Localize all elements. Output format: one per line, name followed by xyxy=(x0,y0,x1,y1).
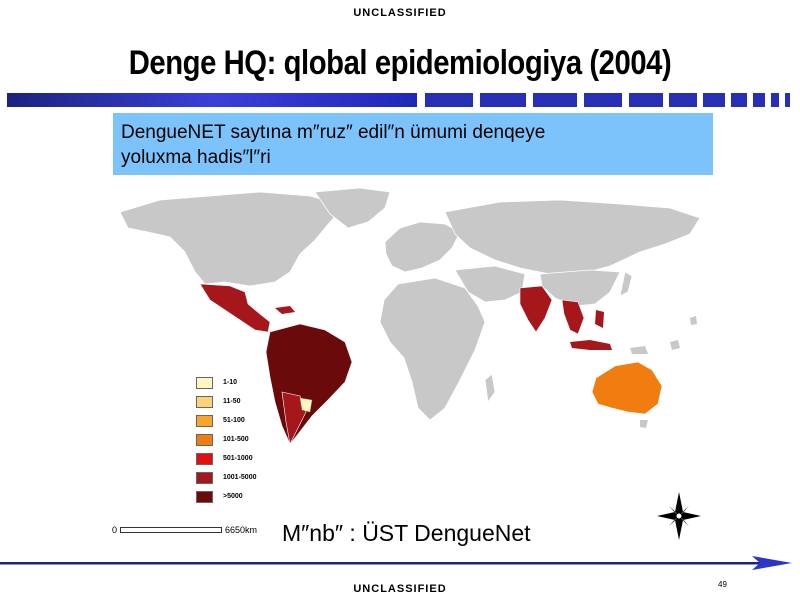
europe xyxy=(384,221,461,273)
world-dengue-map xyxy=(119,187,701,445)
legend-swatch xyxy=(196,471,213,484)
legend-swatch xyxy=(196,452,213,465)
scale-start-label: 0 xyxy=(112,525,118,535)
legend-swatch xyxy=(196,433,213,446)
southeast-asia xyxy=(561,299,585,335)
legend-swatch xyxy=(196,414,213,427)
legend-item: 11-50 xyxy=(196,392,256,411)
legend-swatch xyxy=(196,395,213,408)
footer-line xyxy=(0,556,792,570)
india xyxy=(519,285,553,333)
legend-swatch xyxy=(196,376,213,389)
middle-east xyxy=(454,265,526,303)
indonesia xyxy=(570,340,612,350)
legend-item: 1-10 xyxy=(196,373,256,392)
legend-item: 501-1000 xyxy=(196,449,256,468)
legend-label: >5000 xyxy=(223,493,243,500)
australia xyxy=(591,361,663,415)
madagascar xyxy=(484,373,496,404)
map-legend: 1-10 11-50 51-100 101-500 501-1000 1001-… xyxy=(196,373,256,506)
scale-line xyxy=(120,527,223,533)
caribbean xyxy=(275,306,295,314)
subtitle-line-2: yoluxma hadis″l″ri xyxy=(121,147,271,168)
slide-title: Denge HQ: qlobal epidemiologiya (2004) xyxy=(128,44,672,82)
scale-end-label: 6650km xyxy=(225,525,258,535)
map-source: M″nb″ : ÜST DengueNet xyxy=(282,520,531,546)
north-america xyxy=(119,191,346,287)
southern-cone xyxy=(281,391,307,445)
north-asia xyxy=(444,199,701,275)
tasmania xyxy=(640,420,648,428)
subtitle-box: DengueNET saytına m″ruz″ edil″n ümumi de… xyxy=(113,113,713,175)
japan xyxy=(619,271,633,297)
compass-rose-icon xyxy=(657,492,701,540)
legend-item: >5000 xyxy=(196,487,256,506)
legend-label: 11-50 xyxy=(223,398,241,405)
legend-item: 1001-5000 xyxy=(196,468,256,487)
page-number: 49 xyxy=(718,580,727,589)
scale-bar: 0 6650km xyxy=(112,523,257,537)
legend-label: 101-500 xyxy=(223,436,249,443)
east-asia xyxy=(539,269,621,307)
south-america xyxy=(265,323,353,445)
legend-label: 1-10 xyxy=(223,379,238,386)
legend-label: 51-100 xyxy=(223,417,245,424)
classification-bottom: UNCLASSIFIED xyxy=(353,583,447,595)
legend-label: 501-1000 xyxy=(223,455,253,462)
greenland xyxy=(314,187,391,229)
mexico-central-america xyxy=(199,283,271,333)
legend-label: 1001-5000 xyxy=(223,474,257,481)
title-decorative-bar xyxy=(7,93,790,107)
argentina-light xyxy=(299,397,313,413)
africa xyxy=(379,277,486,421)
subtitle-line-1: DengueNET saytına m″ruz″ edil″n ümumi de… xyxy=(121,122,546,143)
philippines xyxy=(595,310,604,328)
classification-top: UNCLASSIFIED xyxy=(353,7,447,19)
legend-item: 101-500 xyxy=(196,430,256,449)
legend-swatch xyxy=(196,490,213,503)
legend-item: 51-100 xyxy=(196,411,256,430)
